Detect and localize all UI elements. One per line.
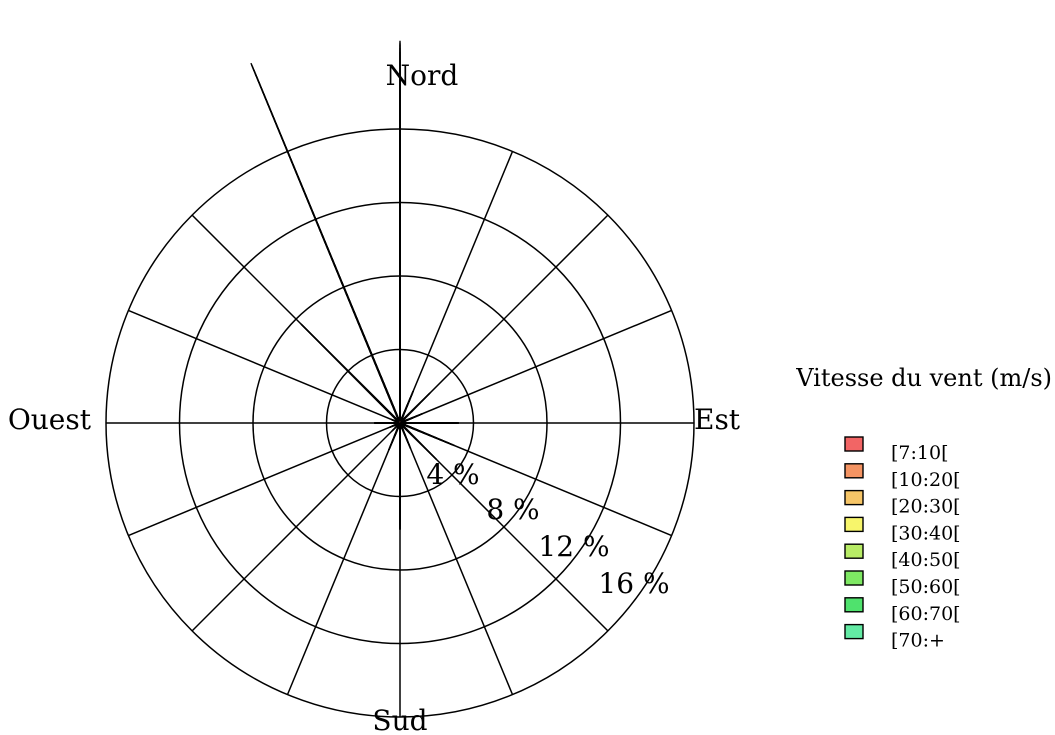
legend-swatch: [844, 436, 864, 452]
wind-series-layer: [250, 40, 459, 530]
legend-label: [60:70[: [891, 603, 961, 625]
legend-item: [10:20[: [844, 463, 961, 491]
spoke-ene: [399, 309, 672, 424]
legend-swatch: [844, 543, 864, 559]
wind-series-0: [377, 377, 408, 431]
axis-labels: Nord Est Sud Ouest 4 % 8 % 12 % 16 %: [8, 59, 741, 735]
legend-label: [20:30[: [891, 496, 961, 518]
wind-series-5: [251, 44, 459, 530]
spoke-ne: [399, 214, 609, 424]
spoke-wnw: [128, 309, 401, 424]
legend-label: [40:50[: [891, 549, 961, 571]
legend-swatch: [844, 489, 864, 506]
wind-series-1: [283, 142, 450, 526]
speed-legend: Vitesse du vent (m/s) [7:10[ [10:20[ [20:3…: [795, 364, 1052, 652]
legend-label: [30:40[: [891, 522, 961, 544]
legend-label: [10:20[: [891, 469, 961, 491]
legend-item: [40:50[: [844, 543, 961, 571]
radial-tick-16-label: 16 %: [598, 567, 669, 600]
spoke-sse: [399, 422, 514, 695]
north-label: Nord: [386, 59, 459, 92]
legend-swatch: [844, 597, 864, 613]
spoke-sw: [191, 422, 401, 632]
legend-item: [7:10[: [844, 436, 949, 464]
wind-series-7: [250, 40, 459, 530]
radial-tick-8-label: 8 %: [486, 493, 539, 526]
legend-item: [70:+: [844, 623, 945, 652]
legend-swatch: [844, 570, 864, 586]
spoke-ssw: [286, 422, 401, 695]
legend-label: [70:+: [891, 630, 945, 652]
legend-title: Vitesse du vent (m/s): [795, 364, 1052, 392]
west-label: Ouest: [8, 403, 92, 436]
legend-item: [50:60[: [844, 570, 961, 598]
legend-swatch: [844, 463, 864, 479]
spoke-nne: [399, 151, 514, 424]
south-label: Sud: [372, 704, 427, 735]
legend-label: [7:10[: [891, 442, 949, 464]
legend-swatch: [844, 516, 864, 533]
legend-item: [60:70[: [844, 597, 961, 625]
radial-tick-12-label: 12 %: [538, 530, 609, 563]
legend-item: [30:40[: [844, 516, 961, 544]
legend-label: [50:60[: [891, 576, 961, 598]
wind-series-6: [250, 42, 459, 530]
east-label: Est: [694, 403, 741, 436]
radial-tick-4-label: 4 %: [426, 458, 479, 491]
legend-swatch: [844, 623, 864, 640]
legend-item: [20:30[: [844, 489, 961, 518]
spoke-wsw: [128, 422, 401, 537]
